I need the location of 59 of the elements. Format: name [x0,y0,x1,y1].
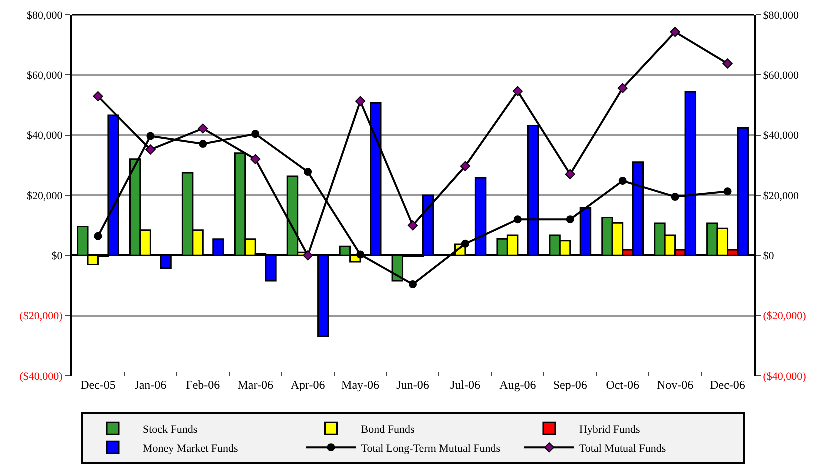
legend-label: Total Long-Term Mutual Funds [361,442,501,455]
y2-tick-label: $0 [763,250,775,263]
point [566,216,574,224]
point [198,124,208,134]
y-tick-label: $40,000 [27,130,64,142]
point [618,83,628,94]
point [304,168,312,176]
legend-label: Hybrid Funds [579,424,640,436]
y2-tick-label: $20,000 [763,190,800,202]
x-tick-label: Jun-06 [396,378,430,392]
x-tick-label: Dec-06 [710,378,746,392]
point [94,232,102,240]
y-tick-label: ($40,000) [20,370,64,383]
point [146,132,155,140]
y-tick-label: $0 [52,250,64,263]
y-tick-label: ($20,000) [20,310,64,323]
point [618,177,627,186]
point [303,250,314,261]
y2-tick-label: $40,000 [763,130,800,142]
y-tick-label: $20,000 [27,190,64,202]
x-tick-label: May-06 [342,378,380,392]
y2-tick-label: $80,000 [763,10,800,22]
x-tick-label: Mar-06 [238,378,274,392]
point [199,140,208,148]
x-tick-label: Aug-06 [500,378,536,392]
y2-tick-label: ($20,000) [763,310,807,323]
point [460,161,471,172]
point [722,58,733,69]
y-tick-label: $80,000 [27,10,64,22]
point [461,240,470,248]
point [514,216,522,224]
point [146,144,156,155]
point [512,86,523,96]
x-tick-label: Jul-06 [450,378,480,392]
legend-label: Money Market Funds [143,442,238,455]
point [409,280,417,289]
legend-label: Total Mutual Funds [579,442,666,455]
x-tick-label: Sep-06 [553,378,588,392]
legend-label: Stock Funds [143,424,198,436]
point [724,188,732,196]
point [408,220,418,231]
x-tick-label: Oct-06 [606,378,640,392]
y2-tick-label: $60,000 [763,70,800,82]
point [93,91,104,102]
point [355,96,366,106]
point [250,154,261,164]
y2-tick-label: ($40,000) [763,370,807,383]
point [670,27,680,38]
x-tick-label: Nov-06 [656,378,694,392]
point [252,130,260,138]
x-tick-label: Dec-05 [80,378,116,392]
point [565,169,576,180]
x-tick-label: Feb-06 [186,378,220,392]
x-tick-label: Jan-06 [134,378,167,392]
legend-label: Bond Funds [361,424,415,436]
point [671,193,680,201]
y-tick-label: $60,000 [27,70,64,82]
x-tick-label: Apr-06 [290,378,326,392]
point [356,250,365,259]
